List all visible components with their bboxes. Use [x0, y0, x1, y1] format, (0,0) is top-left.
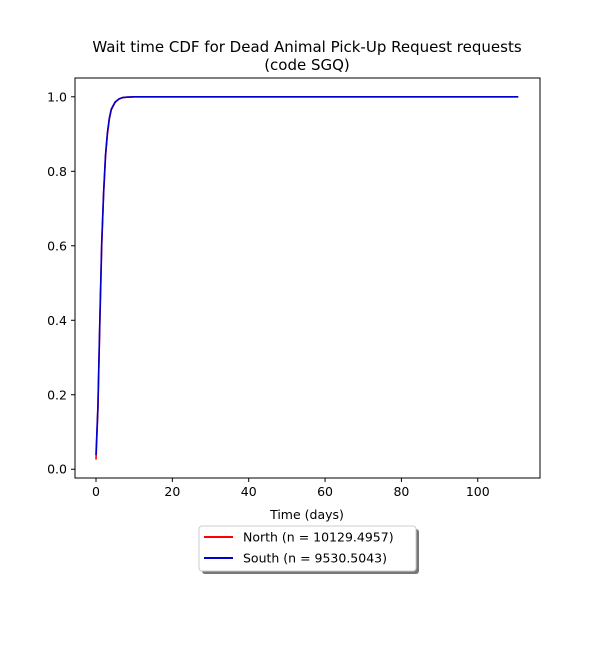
legend-label-1: South (n = 9530.5043): [243, 551, 387, 566]
y-tick-label: 0.6: [47, 238, 67, 253]
x-tick-label: 100: [466, 484, 490, 499]
y-tick-label: 0.4: [47, 313, 67, 328]
x-tick-label: 60: [317, 484, 333, 499]
x-tick-label: 0: [92, 484, 100, 499]
y-axis: 0.0 0.2 0.4 0.6 0.8 1.0: [47, 89, 75, 477]
x-tick-label: 80: [393, 484, 409, 499]
x-axis-label: Time (days): [269, 507, 344, 522]
y-tick-label: 0.0: [47, 462, 67, 477]
axes-frame: [74, 77, 541, 479]
chart-title: Wait time CDF for Dead Animal Pick-Up Re…: [92, 38, 522, 56]
y-tick-label: 0.2: [47, 387, 67, 402]
legend-box: [198, 525, 417, 572]
legend-label-0: North (n = 10129.4957): [243, 530, 394, 545]
y-tick-label: 1.0: [47, 89, 67, 104]
x-tick-label: 40: [241, 484, 257, 499]
plot-area: [95, 96, 519, 460]
y-tick-label: 0.8: [47, 164, 67, 179]
chart-subtitle: (code SGQ): [264, 56, 350, 74]
legend: North (n = 10129.4957) South (n = 9530.50…: [198, 525, 419, 574]
legend-entries: North (n = 10129.4957) South (n = 9530.50…: [204, 530, 394, 566]
x-axis: 0 20 40 60 80 100: [92, 478, 490, 499]
x-tick-label: 20: [164, 484, 180, 499]
series-line-1: [95, 96, 519, 456]
